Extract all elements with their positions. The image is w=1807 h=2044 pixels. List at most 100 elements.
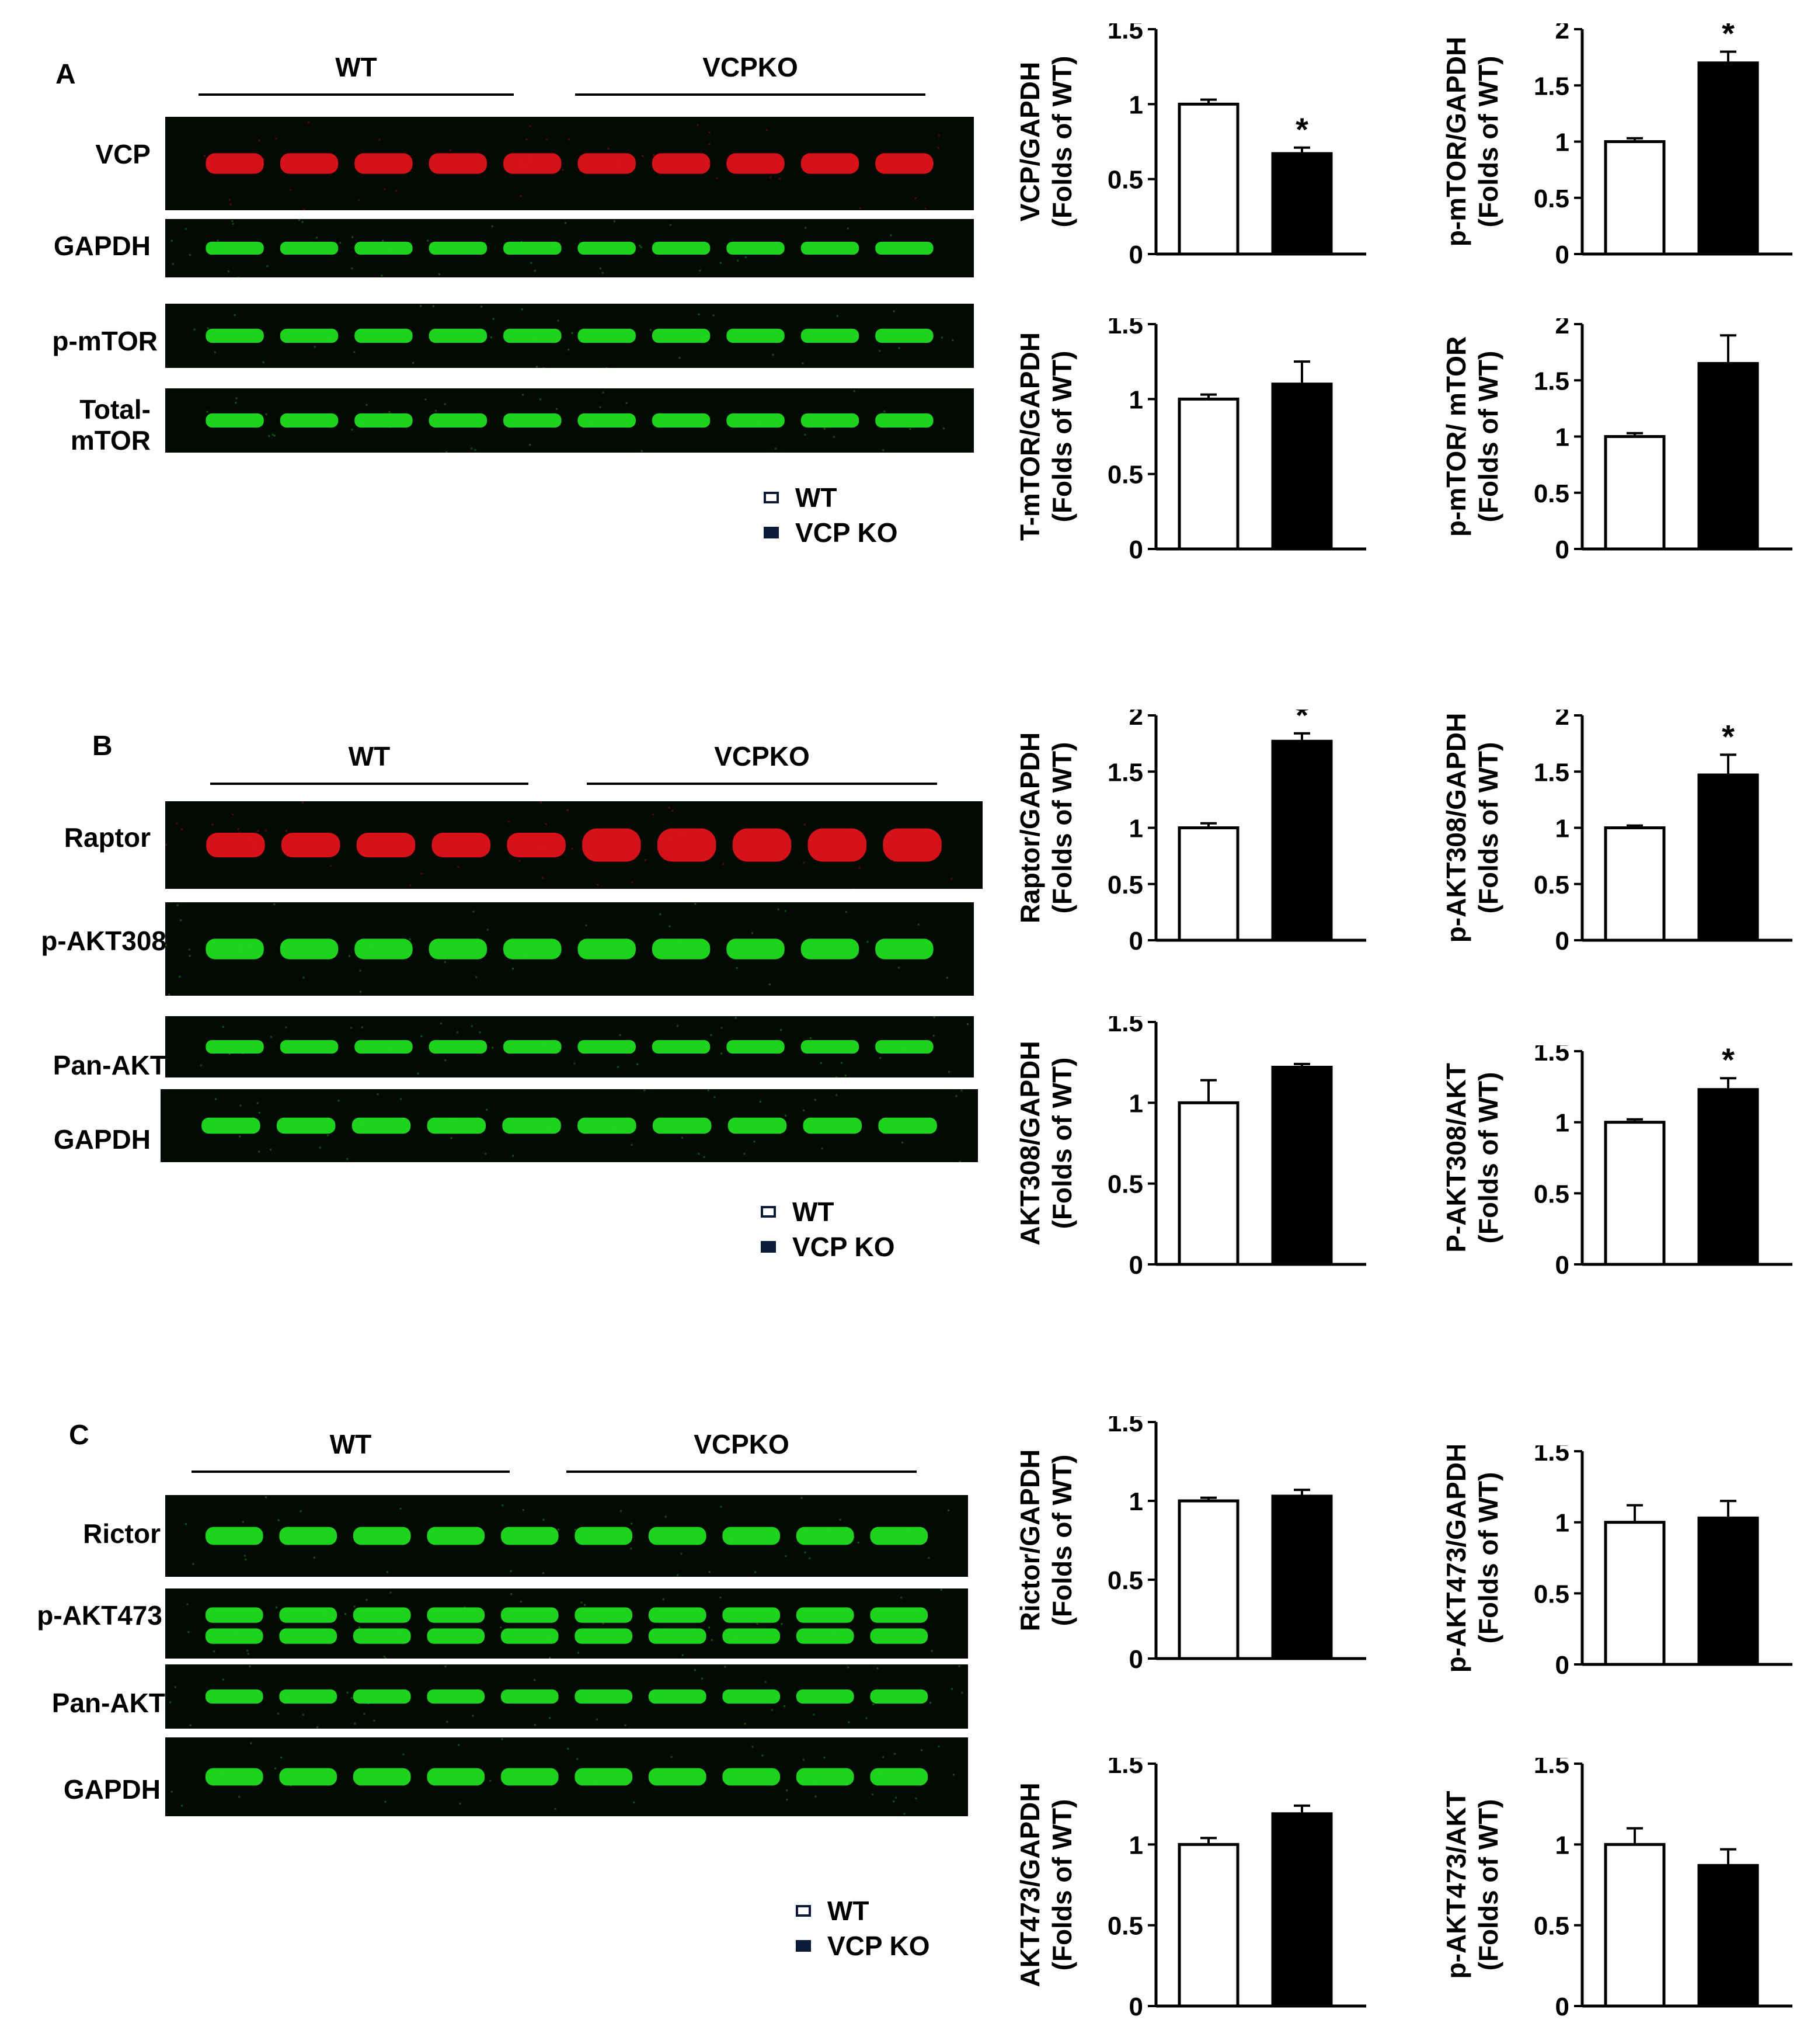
- blot-speckle: [921, 1749, 922, 1751]
- y-tick-label: 0.5: [1534, 1912, 1569, 1941]
- blot-band: [280, 242, 338, 255]
- blot-band: [796, 1768, 854, 1786]
- blot-speckle: [319, 1147, 321, 1149]
- blot-speckle: [643, 1089, 645, 1091]
- blot-band: [578, 329, 636, 343]
- blot-speckle: [736, 967, 738, 969]
- bar-chart: p-mTOR/GAPDH(Folds of WT)00.511.52*: [1390, 23, 1798, 292]
- axis-label: (Folds of WT): [1473, 1072, 1503, 1244]
- blot-speckle: [663, 1598, 664, 1600]
- blot-image: [165, 388, 974, 453]
- group-line: [575, 93, 925, 96]
- y-tick-label: 0: [1555, 241, 1569, 269]
- blot-band: [652, 1040, 710, 1054]
- blot-band: [429, 329, 487, 343]
- blot-speckle: [346, 1158, 348, 1160]
- blot-band: [870, 1607, 928, 1622]
- blot-speckle: [274, 435, 276, 437]
- blot-speckle: [938, 147, 939, 149]
- blot-band: [279, 1527, 337, 1545]
- blot-speckle: [245, 1559, 246, 1560]
- blot-band: [503, 242, 561, 255]
- band-label: Rictor: [0, 1518, 161, 1549]
- blot-band: [206, 833, 264, 857]
- blot-speckle: [235, 402, 236, 404]
- blot-band: [427, 1607, 485, 1622]
- blot-band: [801, 329, 859, 343]
- blot-band: [577, 1118, 636, 1134]
- western-blot: [165, 1664, 968, 1729]
- blot-speckle: [961, 1090, 963, 1091]
- blot-speckle: [786, 1789, 788, 1791]
- blot-band: [354, 242, 412, 255]
- western-blot: [165, 304, 974, 368]
- blot-speckle: [879, 350, 880, 352]
- blot-band: [875, 153, 933, 173]
- blot-speckle: [883, 411, 885, 412]
- y-tick-label: 1: [1129, 385, 1143, 414]
- blot-speckle: [713, 1096, 715, 1098]
- blot-speckle: [904, 1813, 906, 1814]
- blot-speckle: [520, 1601, 522, 1602]
- blot-speckle: [266, 265, 268, 267]
- blot-speckle: [169, 1702, 171, 1704]
- blot-speckle: [677, 1025, 678, 1027]
- blot-speckle: [232, 814, 234, 816]
- blot-speckle: [290, 189, 291, 191]
- blot-speckle: [475, 976, 477, 978]
- blot-speckle: [302, 221, 304, 223]
- blot-speckle: [941, 1589, 942, 1591]
- blot-speckle: [171, 1791, 173, 1793]
- group-label-ko: VCPKO: [566, 1428, 917, 1460]
- blot-speckle: [364, 1713, 365, 1715]
- blot-speckle: [925, 207, 927, 209]
- y-tick-label: 1.5: [1534, 1758, 1569, 1779]
- western-blot: [165, 219, 974, 277]
- blot-speckle: [631, 1523, 632, 1525]
- western-blot: [165, 1588, 968, 1659]
- blot-speckle: [671, 810, 673, 812]
- blot-speckle: [286, 1027, 287, 1028]
- blot-speckle: [847, 228, 849, 230]
- blot-speckle: [722, 863, 724, 865]
- significance-marker: *: [1296, 111, 1308, 148]
- blot-speckle: [720, 1506, 722, 1508]
- blot-speckle: [771, 1709, 773, 1711]
- axis-label: (Folds of WT): [1047, 1799, 1077, 1971]
- blot-speckle: [606, 367, 608, 368]
- blot-speckle: [217, 240, 219, 242]
- blot-speckle: [953, 1774, 955, 1775]
- blot-speckle: [556, 408, 558, 410]
- y-tick-label: 1: [1555, 1831, 1569, 1859]
- blot-speckle: [934, 1016, 935, 1018]
- blot-speckle: [600, 267, 601, 269]
- blot-speckle: [698, 314, 700, 315]
- bar-wt: [1179, 399, 1238, 549]
- blot-speckle: [181, 1805, 183, 1806]
- blot-band: [353, 1690, 411, 1704]
- blot-band: [501, 1690, 559, 1704]
- blot-speckle: [168, 994, 170, 996]
- blot-speckle: [626, 402, 628, 404]
- blot-speckle: [358, 1626, 360, 1628]
- blot-speckle: [351, 1697, 353, 1699]
- blot-band: [280, 1040, 338, 1054]
- band-label: Total- mTOR: [0, 394, 151, 456]
- blot-speckle: [840, 1519, 841, 1521]
- blot-speckle: [778, 909, 779, 910]
- blot-speckle: [185, 1523, 187, 1525]
- blot-speckle: [785, 1555, 787, 1557]
- blot-speckle: [185, 228, 187, 230]
- western-blot: [165, 801, 983, 889]
- blot-speckle: [558, 1528, 559, 1530]
- blot-speckle: [602, 272, 604, 274]
- blot-band: [353, 1607, 411, 1622]
- blot-speckle: [272, 434, 274, 436]
- bar-wt: [1606, 1122, 1664, 1264]
- blot-band: [649, 1768, 706, 1786]
- blot-band: [206, 242, 263, 255]
- blot-band: [726, 413, 784, 427]
- blot-band: [354, 153, 412, 173]
- y-tick-label: 1: [1555, 815, 1569, 843]
- blot-speckle: [765, 1681, 767, 1683]
